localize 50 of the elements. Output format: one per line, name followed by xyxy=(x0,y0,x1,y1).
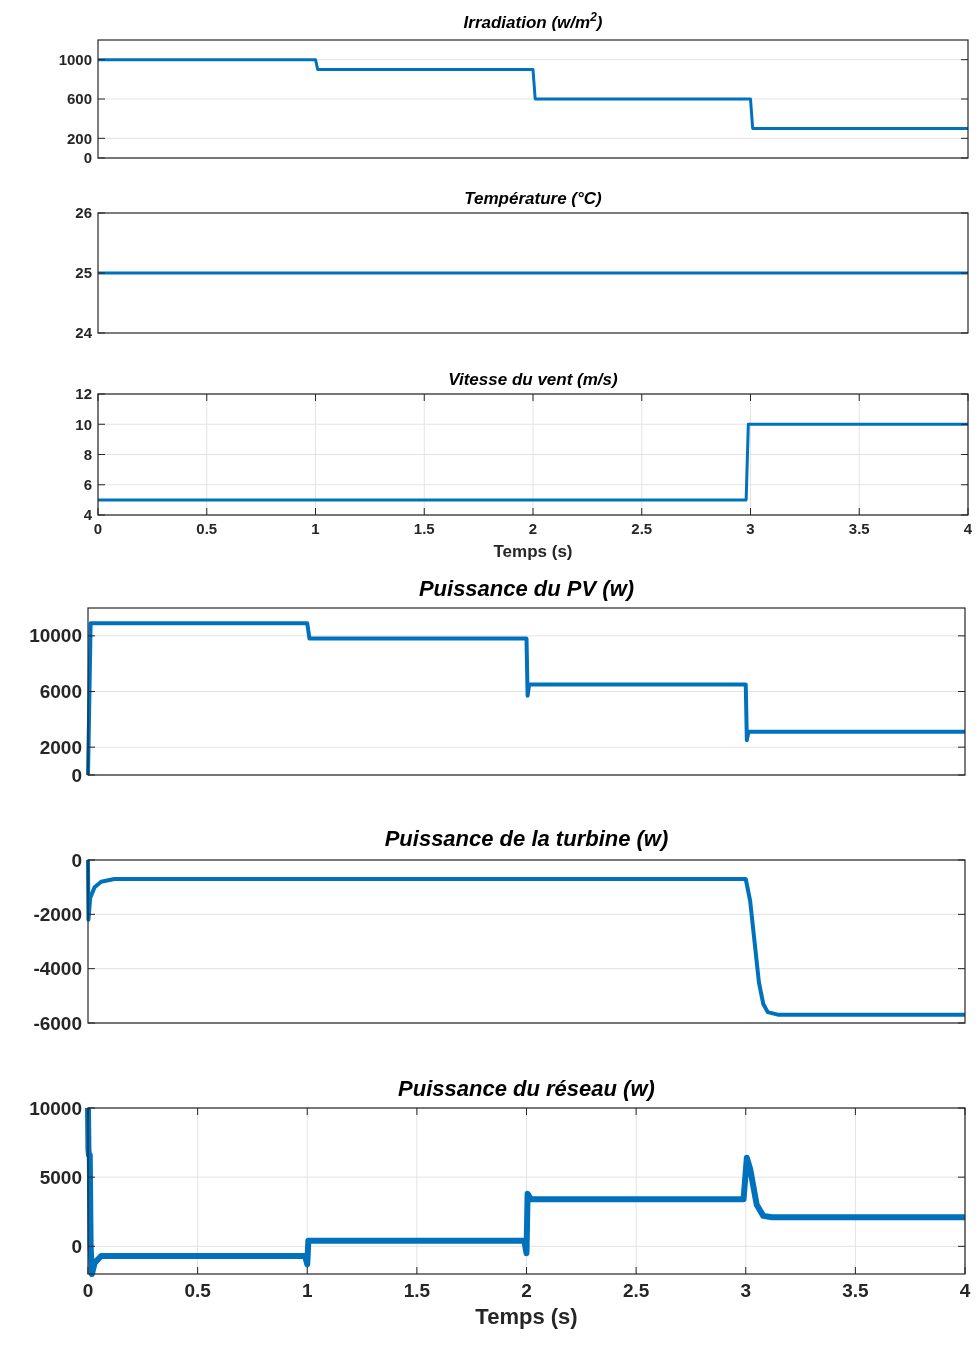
x-tick-label: 3.5 xyxy=(848,520,870,537)
line-series xyxy=(96,58,970,130)
y-tick-label: 4 xyxy=(83,506,93,524)
x-tick-label: 1 xyxy=(301,1280,313,1301)
x-tick-label: 1.5 xyxy=(413,520,435,537)
x-tick-label: 4 xyxy=(963,520,973,537)
x-axis-title: Temps (s) xyxy=(493,542,573,561)
y-tick-label: 200 xyxy=(66,129,92,147)
x-tick-label: 1.5 xyxy=(403,1280,431,1301)
y-tick-label: 6 xyxy=(83,476,92,493)
x-tick-label: 2 xyxy=(521,1280,532,1301)
y-tick-label: 5000 xyxy=(39,1166,82,1188)
line-series xyxy=(86,621,967,777)
chart-title: Température (°C) xyxy=(464,189,603,208)
y-tick-label: 26 xyxy=(75,204,92,222)
chart-title: Irradiation (w/m$^{2}$) xyxy=(463,10,603,32)
y-tick-label: 10000 xyxy=(29,1097,82,1119)
x-tick-label: 2 xyxy=(528,520,538,537)
y-tick-label: 24 xyxy=(75,324,93,342)
x-tick-label: 2.5 xyxy=(622,1280,650,1301)
chart-title: Vitesse du vent (m/s) xyxy=(448,370,619,389)
y-tick-label: 10000 xyxy=(29,625,82,647)
y-tick-label: 6000 xyxy=(39,681,82,703)
y-tick-label: 0 xyxy=(71,1235,82,1257)
x-tick-label: 3 xyxy=(746,520,755,537)
y-tick-label: 2000 xyxy=(39,736,82,758)
y-tick-label: 12 xyxy=(75,385,92,403)
y-tick-label: -2000 xyxy=(33,903,82,925)
chart-title: Puissance du PV (w) xyxy=(418,576,635,601)
line-series xyxy=(86,858,967,1017)
x-axis-title: Temps (s) xyxy=(475,1304,578,1329)
chart-title: Puissance de la turbine (w) xyxy=(384,826,669,851)
x-tick-label: 4 xyxy=(959,1280,971,1301)
chart-title: Puissance du réseau (w) xyxy=(398,1076,655,1101)
y-tick-label: 0 xyxy=(83,149,92,167)
y-tick-label: 10 xyxy=(75,415,92,433)
y-tick-label: 8 xyxy=(83,445,92,463)
x-tick-label: 3.5 xyxy=(842,1280,870,1301)
y-tick-label: -4000 xyxy=(33,958,82,980)
y-tick-label: -6000 xyxy=(33,1012,82,1034)
x-tick-label: 2.5 xyxy=(631,520,653,537)
y-tick-label: 600 xyxy=(66,90,92,108)
x-tick-label: 0.5 xyxy=(196,520,218,537)
y-tick-label: 25 xyxy=(75,264,92,282)
x-tick-label: 0.5 xyxy=(184,1280,212,1301)
x-tick-label: 3 xyxy=(740,1280,752,1301)
y-tick-label: 1000 xyxy=(58,50,92,68)
y-tick-label: 0 xyxy=(71,849,82,871)
y-tick-label: 0 xyxy=(71,764,82,786)
x-tick-label: 1 xyxy=(311,520,320,537)
